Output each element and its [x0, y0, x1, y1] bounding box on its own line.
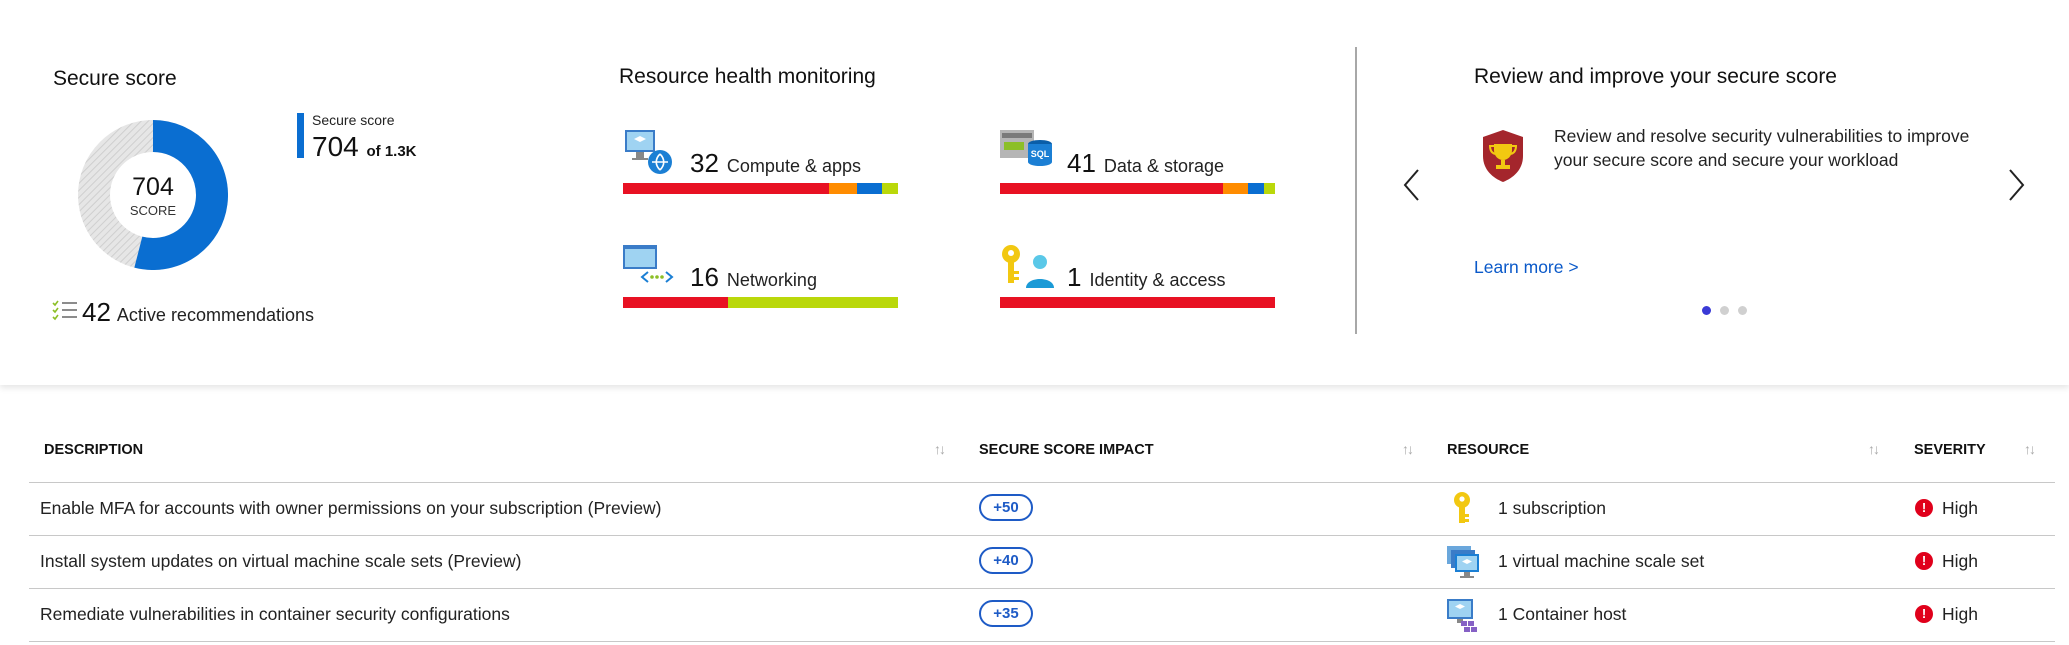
donut-score-arc	[134, 120, 228, 270]
legend-score-max: of 1.3K	[366, 143, 417, 160]
legend-score: 704 of 1.3K	[312, 131, 417, 163]
row-severity: High	[1942, 498, 1978, 518]
table-divider	[29, 588, 2055, 589]
networking-icon	[623, 245, 674, 283]
impact-badge: +50	[979, 494, 1033, 521]
active-recommendations[interactable]: 42 Active recommendations	[82, 297, 314, 328]
column-header-impact[interactable]: SECURE SCORE IMPACT	[979, 442, 1154, 458]
table-row[interactable]: Remediate vulnerabilities in container s…	[29, 589, 2055, 641]
bar-segment	[623, 183, 830, 194]
resource-label: Data & storage	[1103, 156, 1224, 176]
severity-high-icon: !	[1915, 552, 1933, 570]
resource-item-data-storage[interactable]: 41 Data & storage	[1067, 148, 1224, 179]
donut-score-label: SCORE	[129, 203, 177, 218]
summary-panel: Secure score 704 SCORE Secure score 704 …	[52, 47, 2026, 334]
row-description: Enable MFA for accounts with owner permi…	[40, 498, 662, 518]
chevron-left-icon[interactable]	[1402, 168, 1420, 211]
bar-segment	[727, 297, 898, 308]
resource-label: Compute & apps	[726, 156, 861, 176]
trophy-shield-icon	[1483, 130, 1523, 182]
carousel-dot[interactable]	[1738, 306, 1747, 315]
row-description: Remediate vulnerabilities in container s…	[40, 604, 510, 624]
carousel-dot[interactable]	[1720, 306, 1729, 315]
bar-segment	[623, 297, 728, 308]
resource-bar-data-storage	[1000, 183, 1275, 194]
resource-item-identity[interactable]: 1 Identity & access	[1067, 262, 1226, 293]
column-header-severity[interactable]: SEVERITY	[1914, 442, 1986, 458]
active-recommendations-label: Active recommendations	[116, 305, 315, 325]
bar-segment	[1000, 297, 1275, 308]
bar-segment	[1000, 183, 1223, 194]
secure-score-title: Secure score	[53, 67, 177, 90]
active-recommendations-count: 42	[82, 297, 111, 327]
bar-segment	[856, 183, 882, 194]
vm-scale-set-icon	[1447, 546, 1479, 578]
resource-item-compute[interactable]: 32 Compute & apps	[690, 148, 861, 179]
row-description: Install system updates on virtual machin…	[40, 551, 522, 571]
impact-badge: +40	[979, 547, 1033, 574]
sort-icon[interactable]: ↑↓	[2024, 441, 2036, 457]
section-divider	[1355, 47, 1357, 334]
sort-icon[interactable]: ↑↓	[1402, 441, 1414, 457]
resource-label: Networking	[726, 270, 817, 290]
row-resource: 1 Container host	[1498, 604, 1627, 624]
carousel-dot[interactable]	[1702, 306, 1711, 315]
resource-item-networking[interactable]: 16 Networking	[690, 262, 817, 293]
severity-high-icon: !	[1915, 499, 1933, 517]
table-row[interactable]: Enable MFA for accounts with owner permi…	[29, 483, 2055, 535]
legend-label: Secure score	[312, 112, 395, 128]
resource-count: 16	[690, 262, 719, 292]
row-resource: 1 subscription	[1498, 498, 1606, 518]
row-severity: High	[1942, 604, 1978, 624]
legend-swatch	[297, 113, 304, 158]
svg-text:SQL: SQL	[1031, 149, 1050, 159]
legend-score-value: 704	[312, 131, 359, 162]
resource-count: 41	[1067, 148, 1096, 178]
donut-score-value: 704	[132, 173, 174, 201]
container-host-icon	[1447, 599, 1477, 632]
resource-bar-networking	[623, 297, 898, 308]
sort-icon[interactable]: ↑↓	[1868, 441, 1880, 457]
row-resource: 1 virtual machine scale set	[1498, 551, 1705, 571]
table-row[interactable]: Install system updates on virtual machin…	[29, 536, 2055, 588]
identity-key-icon	[1002, 245, 1054, 288]
severity-high-icon: !	[1915, 605, 1933, 623]
column-header-resource[interactable]: RESOURCE	[1447, 442, 1530, 458]
bar-segment	[829, 183, 857, 194]
column-header-description[interactable]: DESCRIPTION	[44, 442, 144, 458]
bar-segment	[1222, 183, 1248, 194]
carousel-description: Review and resolve security vulnerabilit…	[1554, 126, 1970, 170]
table-divider	[29, 535, 2055, 536]
impact-badge: +35	[979, 600, 1033, 627]
learn-more-link[interactable]: Learn more >	[1474, 257, 1579, 277]
bar-segment	[881, 183, 898, 194]
bar-segment	[1264, 183, 1275, 194]
compute-apps-icon	[625, 130, 672, 174]
resource-label: Identity & access	[1089, 270, 1226, 290]
table-divider	[29, 482, 2055, 483]
carousel-title: Review and improve your secure score	[1474, 65, 1837, 88]
sql-storage-icon: SQL	[1000, 130, 1052, 166]
sort-icon[interactable]: ↑↓	[934, 441, 946, 457]
resource-count: 32	[690, 148, 719, 178]
resource-health-title: Resource health monitoring	[619, 65, 876, 88]
resource-count: 1	[1067, 262, 1082, 292]
table-divider	[29, 641, 2055, 642]
resource-bar-identity	[1000, 297, 1275, 308]
row-severity: High	[1942, 551, 1978, 571]
resource-bar-compute	[623, 183, 898, 194]
secure-score-donut	[78, 120, 228, 270]
checklist-icon	[52, 300, 77, 321]
subscription-key-icon	[1454, 492, 1470, 523]
chevron-right-icon[interactable]	[2008, 168, 2026, 211]
bar-segment	[1247, 183, 1264, 194]
